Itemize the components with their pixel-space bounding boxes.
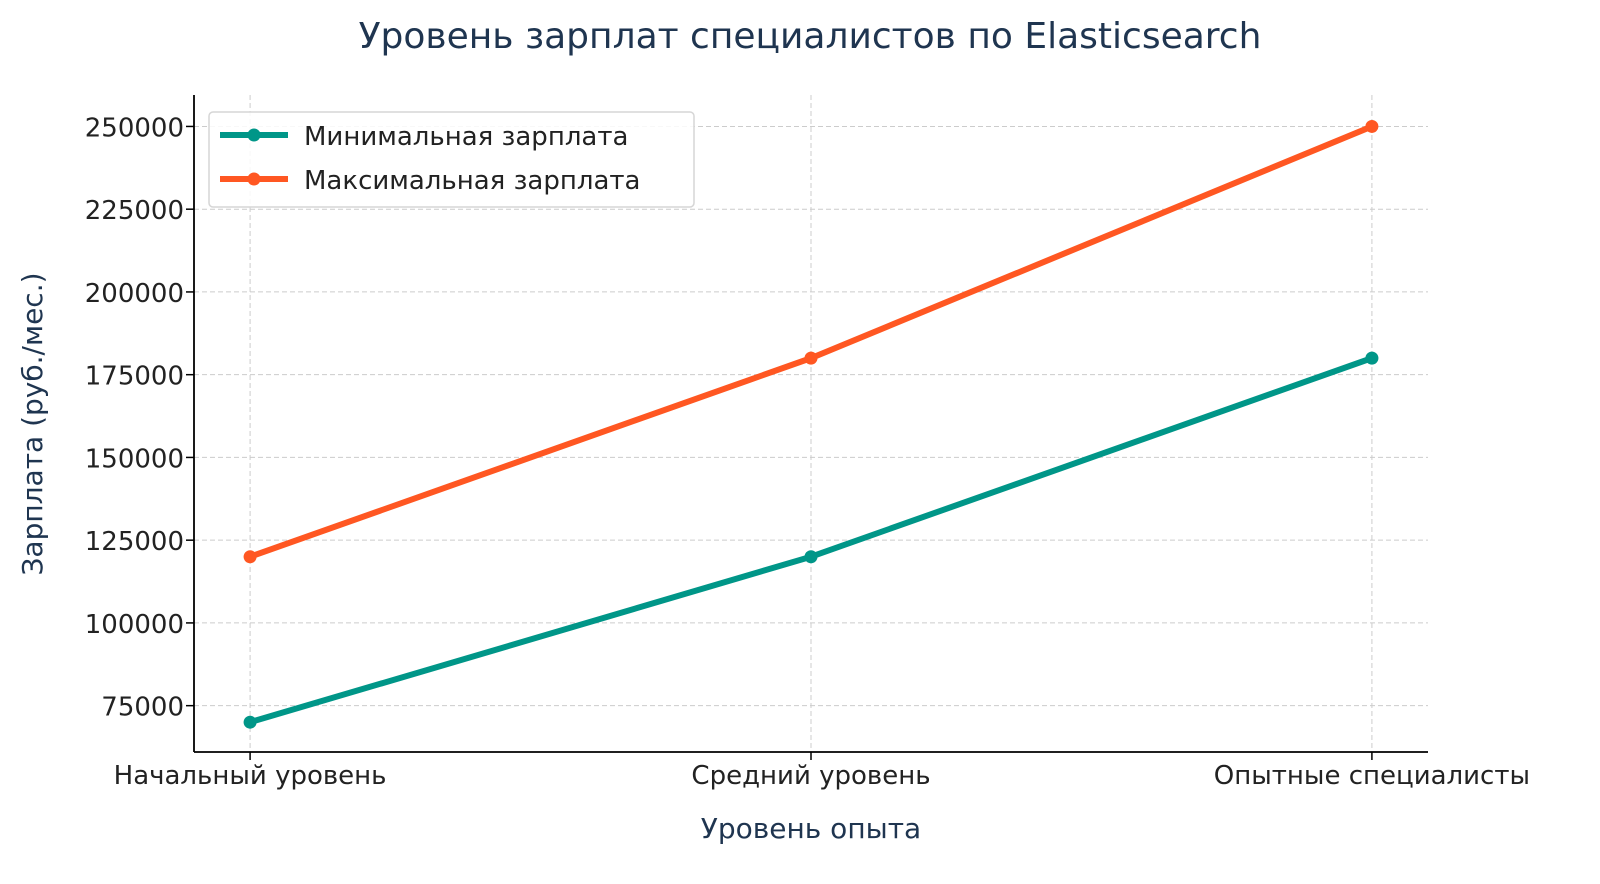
- y-tick-label: 100000: [85, 610, 184, 640]
- series-group: [243, 119, 1379, 729]
- data-point: [804, 550, 818, 564]
- chart-title: Уровень зарплат специалистов по Elastics…: [359, 16, 1262, 57]
- x-tick-label: Опытные специалисты: [1214, 761, 1530, 791]
- y-tick-label: 200000: [85, 279, 184, 309]
- data-point: [243, 550, 257, 564]
- legend-label: Максимальная зарплата: [304, 166, 640, 196]
- y-tick-label: 75000: [101, 693, 184, 723]
- y-tick-label: 125000: [85, 527, 184, 557]
- y-tick-label: 150000: [85, 444, 184, 474]
- data-point: [1365, 119, 1379, 133]
- x-tick-label: Начальный уровень: [114, 761, 387, 791]
- grid: [194, 95, 1428, 752]
- y-tick-label: 250000: [85, 113, 184, 143]
- legend-swatch-marker: [247, 172, 261, 186]
- x-tick-label: Средний уровень: [691, 761, 930, 791]
- legend-box: [208, 111, 695, 208]
- legend-label: Минимальная зарплата: [304, 122, 628, 152]
- y-tick-label: 225000: [85, 196, 184, 226]
- legend-swatch-marker: [247, 128, 261, 142]
- x-axis-label: Уровень опыта: [701, 812, 921, 845]
- y-tick-label: 175000: [85, 362, 184, 392]
- data-point: [1365, 351, 1379, 365]
- data-point: [243, 715, 257, 729]
- legend: Минимальная зарплата Максимальная зарплат…: [208, 111, 695, 208]
- axes: 75000 100000 125000 150000 175000 200000 22500…: [85, 95, 1530, 791]
- y-axis-label: Зарплата (руб./мес.): [16, 272, 49, 575]
- data-point: [804, 351, 818, 365]
